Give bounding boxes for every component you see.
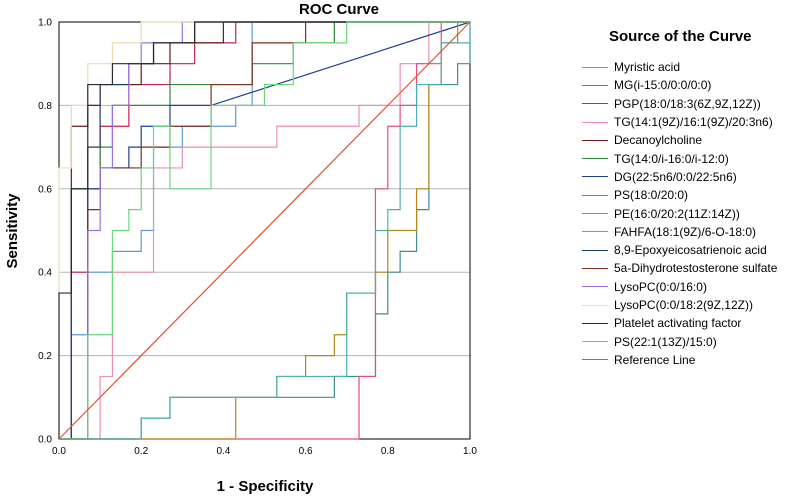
legend-swatch — [582, 84, 608, 86]
y-tick-label: 0.8 — [38, 101, 52, 112]
legend-item: MG(i-15:0/0:0/0:0) — [582, 76, 809, 94]
legend-swatch — [582, 359, 608, 361]
legend-item: 8,9-Epoxyeicosatrienoic acid — [582, 241, 809, 259]
series-line — [58, 21, 470, 439]
legend-swatch — [582, 103, 608, 105]
series-line — [59, 22, 471, 440]
x-tick-label: 0.8 — [381, 446, 395, 457]
legend-swatch — [582, 213, 608, 215]
legend-swatch — [582, 66, 608, 68]
legend-label: Reference Line — [614, 352, 696, 367]
legend-label: DG(22:5n6/0:0/22:5n6) — [614, 169, 737, 184]
y-axis-label: Sensitivity — [4, 193, 21, 269]
legend-label: PS(22:1(13Z)/15:0) — [614, 334, 717, 349]
legend-item: DG(22:5n6/0:0/22:5n6) — [582, 168, 809, 186]
legend-item: 5a-Dihydrotestosterone sulfate — [582, 259, 809, 277]
legend-item: LysoPC(0:0/18:2(9Z,12Z)) — [582, 296, 809, 314]
legend-items: Myristic acid MG(i-15:0/0:0/0:0) PGP(18:0/… — [582, 58, 809, 368]
legend-item: LysoPC(0:0/16:0) — [582, 278, 809, 296]
series-line — [58, 21, 471, 440]
series-line — [59, 21, 470, 440]
roc-series — [58, 21, 471, 440]
legend-item: Platelet activating factor — [582, 314, 809, 332]
series-line — [59, 21, 470, 440]
legend-label: LysoPC(0:0/16:0) — [614, 279, 707, 294]
legend-item: FAHFA(18:1(9Z)/6-O-18:0) — [582, 223, 809, 241]
legend-label: TG(14:0/i-16:0/i-12:0) — [614, 151, 729, 166]
legend-label: PGP(18:0/18:3(6Z,9Z,12Z)) — [614, 96, 761, 111]
legend-item: Decanoylcholine — [582, 131, 809, 149]
legend-swatch — [582, 249, 608, 251]
legend-swatch — [582, 231, 608, 233]
legend-swatch — [582, 194, 608, 196]
legend-label: 5a-Dihydrotestosterone sulfate — [614, 261, 778, 276]
x-tick-label: 0.4 — [216, 446, 230, 457]
legend-swatch — [582, 341, 608, 343]
legend-label: Decanoylcholine — [614, 133, 703, 148]
y-tick-label: 0.4 — [38, 268, 52, 279]
legend-item: TG(14:1(9Z)/16:1(9Z)/20:3n6) — [582, 113, 809, 131]
legend-item: PGP(18:0/18:3(6Z,9Z,12Z)) — [582, 95, 809, 113]
legend-swatch — [582, 267, 608, 269]
y-tick-label: 1.0 — [38, 18, 52, 29]
y-tick-label: 0.2 — [38, 351, 52, 362]
legend-swatch — [582, 158, 608, 160]
x-tick-label: 0.6 — [299, 446, 313, 457]
legend-label: 8,9-Epoxyeicosatrienoic acid — [614, 243, 767, 258]
legend-swatch — [582, 322, 608, 324]
x-axis-label: 1 - Specificity — [217, 478, 314, 495]
legend-label: TG(14:1(9Z)/16:1(9Z)/20:3n6) — [614, 115, 773, 130]
legend-swatch — [582, 176, 608, 178]
legend-label: FAHFA(18:1(9Z)/6-O-18:0) — [614, 224, 757, 239]
y-tick-label: 0.6 — [38, 184, 52, 195]
legend-item: PE(16:0/20:2(11Z:14Z)) — [582, 204, 809, 222]
series-line — [58, 21, 470, 439]
legend-label: Platelet activating factor — [614, 316, 742, 331]
y-tick-label: 0.0 — [38, 435, 52, 446]
legend-label: PS(18:0/20:0) — [614, 188, 689, 203]
y-axis-ticks: 0.0 0.2 0.4 0.6 0.8 1.0 — [38, 18, 52, 446]
x-tick-label: 1.0 — [463, 446, 477, 457]
legend-label: LysoPC(0:0/18:2(9Z,12Z)) — [614, 298, 753, 312]
legend-label: Myristic acid — [614, 60, 681, 75]
legend-item: TG(14:0/i-16:0/i-12:0) — [582, 149, 809, 167]
legend-item: PS(22:1(13Z)/15:0) — [582, 332, 809, 350]
legend-item: Reference Line — [582, 351, 809, 368]
legend-item: Myristic acid — [582, 58, 809, 76]
legend-swatch — [582, 304, 608, 306]
legend-label: MG(i-15:0/0:0/0:0) — [614, 78, 712, 93]
x-axis-ticks: 0.0 0.2 0.4 0.6 0.8 1.0 — [52, 446, 477, 457]
legend-title: Source of the Curve — [609, 28, 752, 45]
legend-swatch — [582, 139, 608, 141]
chart-legend: Source of the Curve Myristic acid MG(i-15… — [582, 28, 809, 368]
legend-item: PS(18:0/20:0) — [582, 186, 809, 204]
chart-title: ROC Curve — [299, 1, 379, 18]
legend-swatch — [582, 121, 608, 123]
x-tick-label: 0.2 — [134, 446, 148, 457]
legend-label: PE(16:0/20:2(11Z:14Z)) — [614, 206, 740, 221]
x-tick-label: 0.0 — [52, 446, 66, 457]
series-line — [59, 21, 470, 440]
legend-swatch — [582, 286, 608, 288]
